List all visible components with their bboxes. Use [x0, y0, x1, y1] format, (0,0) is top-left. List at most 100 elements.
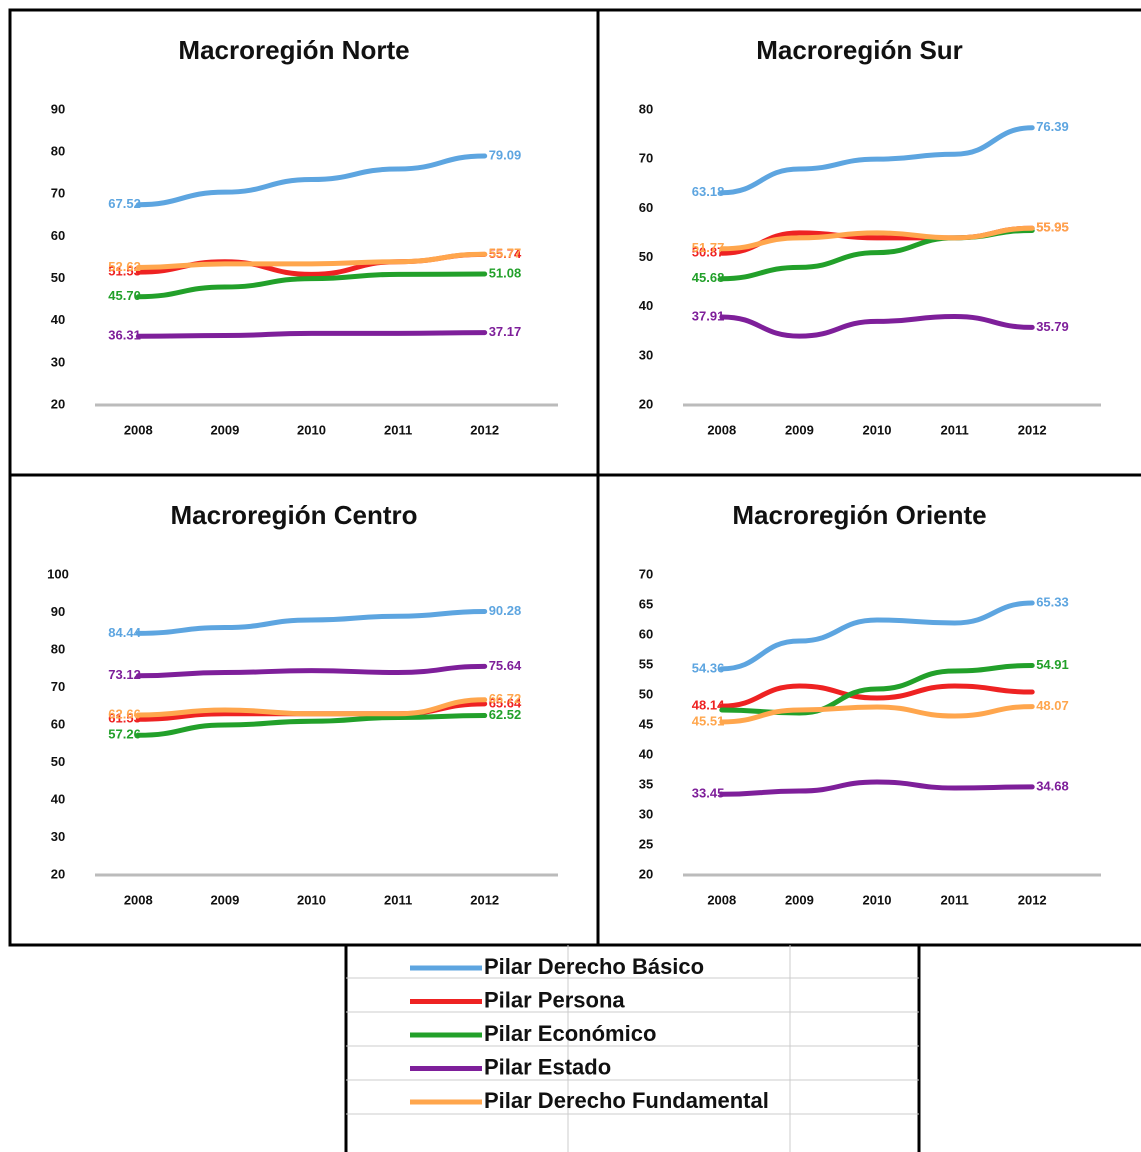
value-label: 52.62: [108, 259, 141, 274]
value-label: 51.53: [108, 264, 141, 279]
value-label: 51.08: [489, 265, 522, 280]
value-label: 54.36: [692, 660, 725, 675]
x-tick-label: 2010: [297, 892, 326, 907]
y-tick-label: 20: [639, 396, 653, 411]
series-line: [135, 251, 488, 271]
series-line: [135, 697, 488, 718]
panel-frame: [596, 473, 1141, 947]
value-label: 33.45: [692, 786, 725, 801]
series-line: [135, 663, 488, 679]
series-line: [135, 608, 488, 636]
x-tick-label: 2011: [384, 892, 412, 907]
value-label: 55.74: [489, 246, 522, 261]
value-label: 55.95: [1036, 220, 1069, 235]
value-label: 45.51: [692, 713, 725, 728]
y-tick-label: 60: [51, 228, 65, 243]
x-tick-label: 2011: [940, 422, 968, 437]
value-label: 75.64: [489, 658, 522, 673]
value-label: 45.70: [108, 288, 141, 303]
value-label: 35.79: [1036, 319, 1069, 334]
x-tick-label: 2009: [210, 892, 239, 907]
series-line: [135, 330, 488, 339]
value-label: 36.31: [108, 328, 141, 343]
x-tick-label: 2009: [785, 422, 814, 437]
y-tick-label: 65: [639, 596, 653, 611]
chart-title: Macroregión Oriente: [732, 500, 986, 530]
x-tick-label: 2012: [1018, 422, 1047, 437]
value-label: 34.68: [1036, 778, 1069, 793]
series-line: [719, 225, 1035, 252]
value-label: 67.52: [108, 196, 141, 211]
legend-frame: [344, 945, 921, 1152]
x-tick-label: 2010: [297, 422, 326, 437]
x-tick-label: 2010: [863, 892, 892, 907]
x-tick-label: 2008: [124, 422, 153, 437]
y-tick-label: 30: [639, 347, 653, 362]
y-tick-label: 90: [51, 101, 65, 116]
y-tick-label: 50: [639, 686, 653, 701]
legend-label: Pilar Derecho Básico: [484, 954, 704, 979]
legend-label: Pilar Estado: [484, 1054, 611, 1079]
series-line: [719, 600, 1035, 672]
series-line: [719, 704, 1035, 725]
y-tick-label: 50: [639, 249, 653, 264]
y-tick-label: 60: [51, 716, 65, 731]
y-tick-label: 80: [639, 101, 653, 116]
x-tick-label: 2012: [1018, 892, 1047, 907]
value-label: 37.91: [692, 308, 725, 323]
y-tick-label: 90: [51, 604, 65, 619]
value-label: 76.39: [1036, 119, 1069, 134]
y-tick-label: 70: [639, 566, 653, 581]
series-line: [135, 271, 488, 300]
chart-title: Macroregión Centro: [170, 500, 417, 530]
value-label: 55.77: [489, 246, 522, 261]
value-label: 66.72: [489, 691, 522, 706]
y-tick-label: 45: [639, 716, 653, 731]
y-tick-label: 20: [51, 396, 65, 411]
y-tick-label: 20: [51, 866, 65, 881]
series-line: [135, 713, 488, 738]
x-tick-label: 2012: [470, 892, 499, 907]
value-label: 55.95: [1036, 220, 1069, 235]
value-label: 48.14: [692, 698, 725, 713]
value-label: 65.64: [489, 695, 522, 710]
y-tick-label: 70: [639, 151, 653, 166]
series-line: [135, 153, 488, 208]
y-tick-label: 55: [639, 656, 653, 671]
y-tick-label: 50: [51, 754, 65, 769]
value-label: 63.18: [692, 184, 725, 199]
value-label: 61.53: [108, 711, 141, 726]
x-tick-label: 2008: [124, 892, 153, 907]
series-line: [719, 313, 1035, 339]
y-tick-label: 70: [51, 679, 65, 694]
y-tick-label: 25: [639, 836, 653, 851]
series-line: [719, 683, 1035, 709]
x-tick-label: 2012: [470, 422, 499, 437]
series-line: [719, 125, 1035, 196]
x-tick-label: 2008: [707, 892, 736, 907]
y-tick-label: 30: [51, 354, 65, 369]
y-tick-label: 60: [639, 626, 653, 641]
value-label: 51.77: [692, 240, 725, 255]
x-tick-label: 2008: [707, 422, 736, 437]
value-label: 65.33: [1036, 594, 1069, 609]
value-label: 90.28: [489, 603, 522, 618]
value-label: 62.66: [108, 706, 141, 721]
value-label: 62.52: [489, 707, 522, 722]
y-tick-label: 40: [51, 312, 65, 327]
y-tick-label: 20: [639, 866, 653, 881]
y-tick-label: 80: [51, 144, 65, 159]
y-tick-label: 35: [639, 776, 653, 791]
value-label: 37.17: [489, 324, 522, 339]
y-tick-label: 100: [47, 566, 69, 581]
x-tick-label: 2009: [785, 892, 814, 907]
series-line: [719, 779, 1035, 797]
y-tick-label: 40: [639, 746, 653, 761]
x-tick-label: 2010: [863, 422, 892, 437]
value-label: 50.87: [692, 245, 725, 260]
y-tick-label: 50: [51, 270, 65, 285]
chart-title: Macroregión Sur: [756, 35, 963, 65]
y-tick-label: 80: [51, 641, 65, 656]
value-label: 57.26: [108, 727, 141, 742]
